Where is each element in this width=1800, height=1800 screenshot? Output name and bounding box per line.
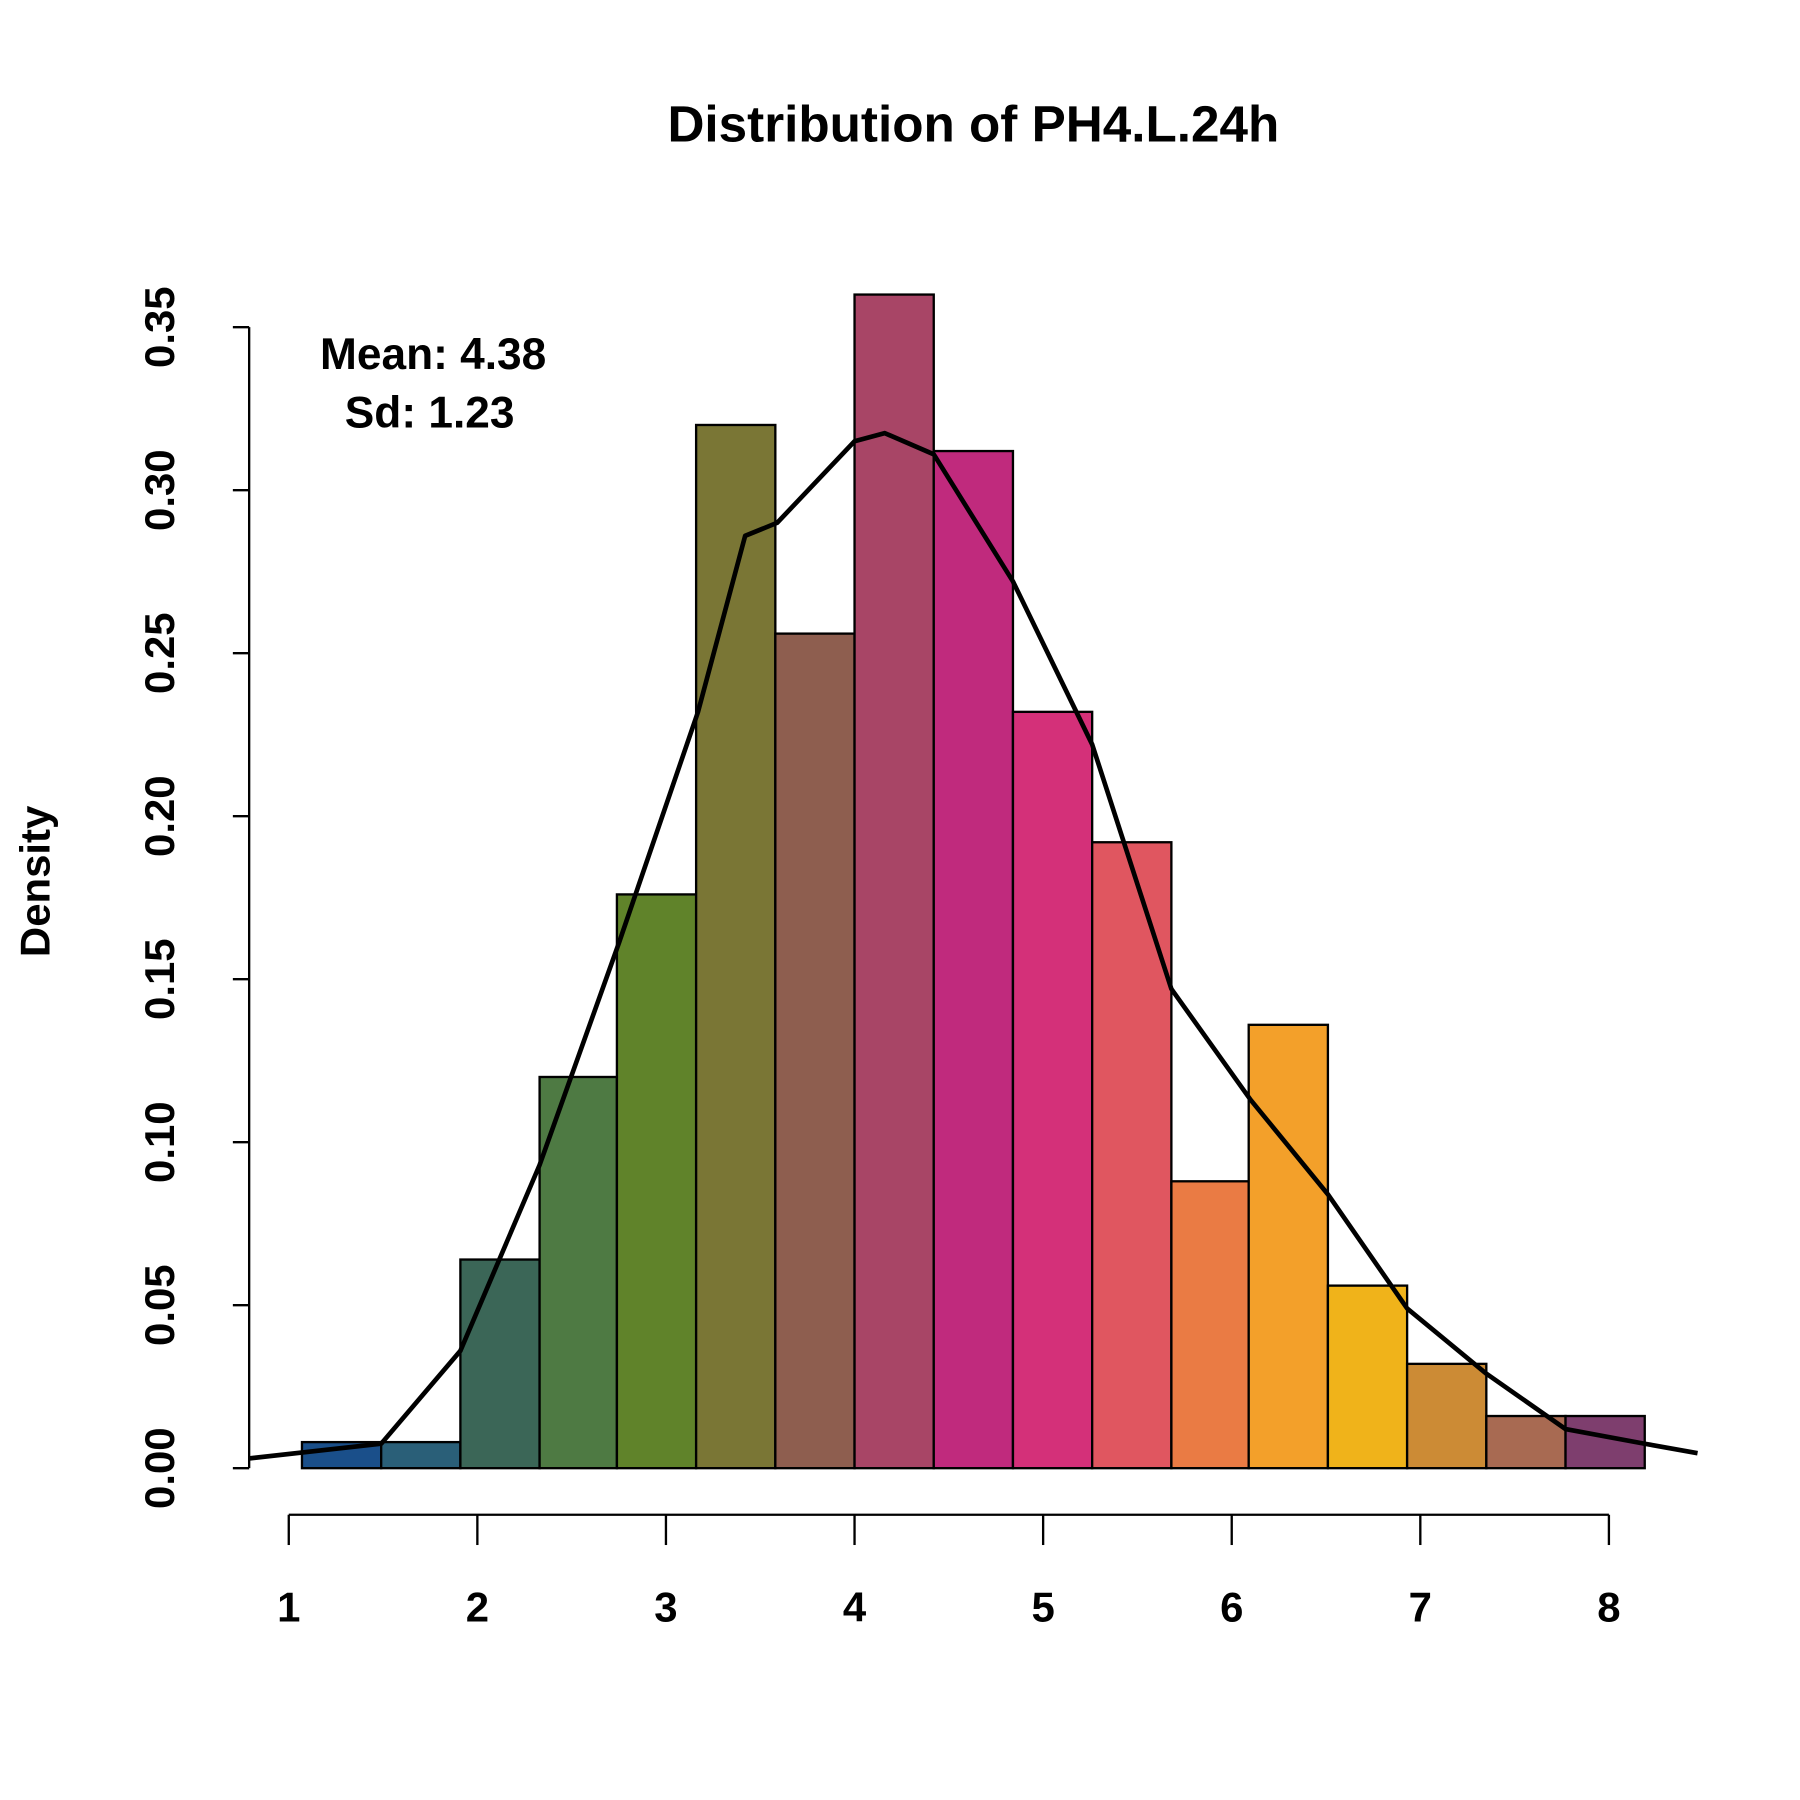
plot: Distribution of PH4.L.24h Density Mean: …: [12, 96, 1698, 1630]
density-curve: [248, 430, 1698, 1461]
y-tick-label: 0.35: [136, 286, 183, 368]
bar: [615, 893, 698, 1470]
bar: [1405, 1362, 1488, 1470]
x-tick-label: 8: [1597, 1583, 1620, 1630]
bar: [1485, 1414, 1567, 1470]
y-axis-label: Density: [12, 805, 59, 957]
bar: [932, 449, 1015, 1470]
bar: [853, 293, 935, 1470]
y-tick-label: 0.20: [136, 775, 183, 857]
bar: [1247, 1023, 1330, 1470]
annotation: Sd: 1.23: [345, 388, 515, 437]
y-tick-label: 0.10: [136, 1101, 183, 1183]
y-tick-label: 0.30: [136, 449, 183, 531]
x-tick-label: 1: [277, 1583, 300, 1630]
y-tick-label: 0.05: [136, 1264, 183, 1346]
x-tick-label: 2: [466, 1583, 489, 1630]
bar: [694, 423, 777, 1470]
bar: [1091, 841, 1173, 1470]
x-tick-label: 5: [1031, 1583, 1054, 1630]
chart-title: Distribution of PH4.L.24h: [667, 96, 1279, 153]
x-tick-label: 3: [654, 1583, 677, 1630]
x-tick-label: 7: [1409, 1583, 1432, 1630]
bar: [380, 1440, 462, 1470]
bar: [774, 632, 856, 1470]
y-tick-label: 0.15: [136, 938, 183, 1020]
annotation: Mean: 4.38: [320, 330, 546, 379]
bar: [1326, 1284, 1409, 1470]
y-tick-label: 0.00: [136, 1427, 183, 1509]
bar: [538, 1075, 619, 1470]
bar: [1170, 1180, 1250, 1470]
x-tick-label: 4: [843, 1583, 867, 1630]
bar: [459, 1258, 541, 1470]
y-tick-label: 0.25: [136, 612, 183, 694]
x-tick-label: 6: [1220, 1583, 1243, 1630]
bar: [1011, 710, 1094, 1470]
